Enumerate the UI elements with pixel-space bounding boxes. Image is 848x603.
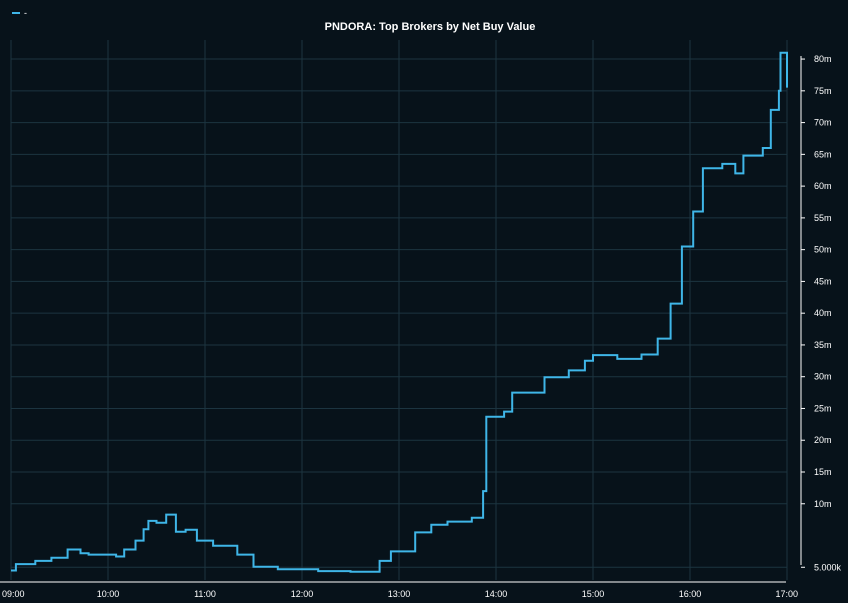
series-line[interactable] <box>11 51 788 573</box>
y-tick-label: 50m <box>814 245 832 255</box>
legend[interactable]: - <box>12 8 27 18</box>
x-tick-label: 17:00 <box>775 589 798 599</box>
y-tick-label: 35m <box>814 340 832 350</box>
x-tick-label: 13:00 <box>388 589 411 599</box>
chart-title: PNDORA: Top Brokers by Net Buy Value <box>325 21 536 33</box>
series-layer <box>11 51 788 573</box>
y-tick-label: 15m <box>814 467 832 477</box>
grid <box>10 40 788 580</box>
x-tick-label: 15:00 <box>582 589 605 599</box>
axes: 09:00 10:00 11:00 12:00 13:00 14:00 15:00 16:00… <box>0 54 842 599</box>
y-tick-label: 10m <box>814 499 832 509</box>
x-tick-label: 14:00 <box>485 589 508 599</box>
y-tick-label: 5.000k <box>814 562 842 572</box>
y-tick-label: 55m <box>814 213 832 223</box>
y-tick-label: 30m <box>814 372 832 382</box>
y-tick-label: 25m <box>814 403 832 413</box>
x-tick-label: 10:00 <box>97 589 120 599</box>
x-tick-label: 12:00 <box>291 589 314 599</box>
y-tick-label: 60m <box>814 181 832 191</box>
y-tick-label: 45m <box>814 276 832 286</box>
y-tick-label: 65m <box>814 149 832 159</box>
x-tick-label: 16:00 <box>679 589 702 599</box>
y-tick-label: 40m <box>814 308 832 318</box>
y-tick-label: 70m <box>814 118 832 128</box>
y-tick-label: 80m <box>814 54 832 64</box>
y-tick-label: 75m <box>814 86 832 96</box>
x-tick-label: 11:00 <box>194 589 216 599</box>
x-tick-label: 09:00 <box>2 589 25 599</box>
legend-label: - <box>24 8 27 18</box>
y-tick-label: 20m <box>814 435 832 445</box>
